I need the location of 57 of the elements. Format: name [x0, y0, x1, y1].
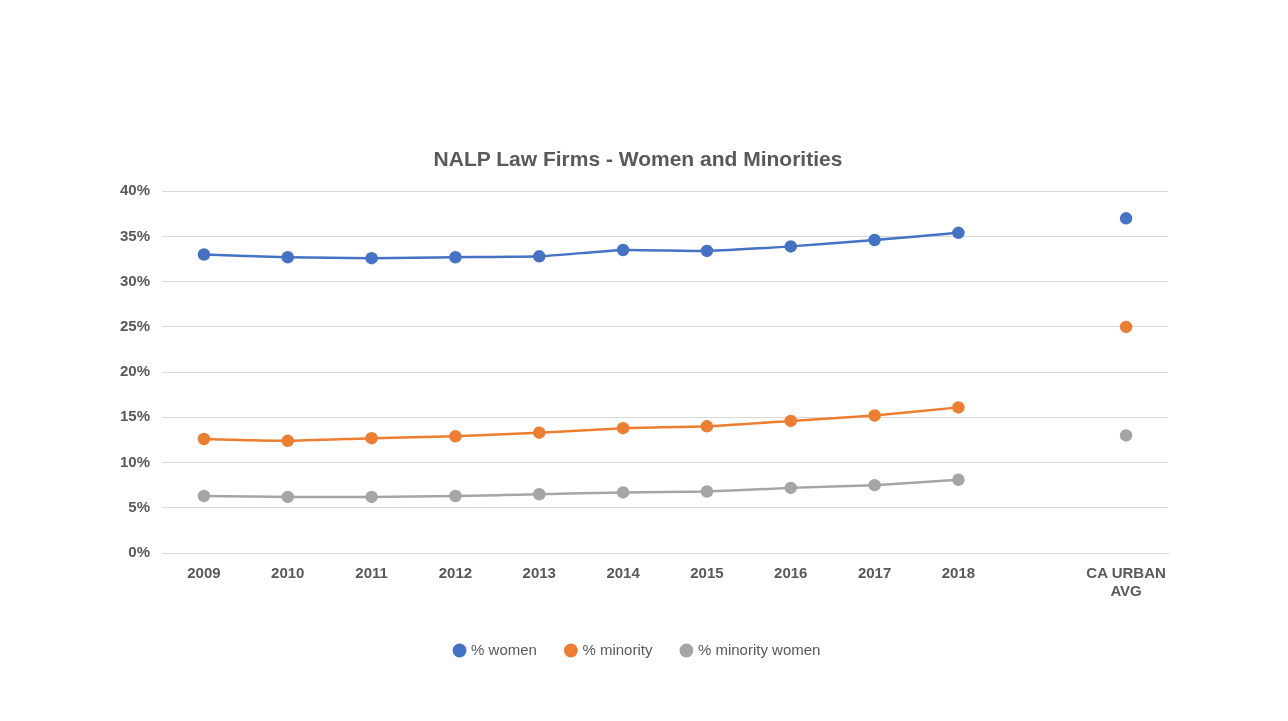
y-tick-label: 20% — [119, 362, 151, 380]
y-tick-label: 15% — [119, 407, 151, 425]
point — [868, 233, 881, 247]
point — [449, 430, 462, 443]
x-tick-label: CA URBAN AVG — [1086, 564, 1166, 600]
x-tick-label: 2013 — [522, 564, 556, 582]
point — [868, 478, 881, 492]
legend-label: % minority — [582, 640, 653, 658]
point — [952, 226, 965, 240]
point — [1119, 320, 1133, 334]
legend-label: % minority women — [697, 640, 821, 658]
y-tick-label: 35% — [119, 226, 151, 244]
point — [700, 420, 714, 433]
x-tick-label: 2017 — [857, 564, 892, 582]
point — [700, 485, 714, 498]
x-tick-label: 2015 — [690, 564, 724, 582]
point — [952, 401, 965, 414]
x-tick-label: 2016 — [774, 564, 808, 582]
point — [281, 490, 295, 504]
point — [700, 244, 714, 258]
y-tick-label: 0% — [128, 543, 151, 561]
point — [365, 251, 378, 265]
point — [365, 490, 378, 504]
point — [449, 250, 462, 264]
point — [449, 489, 462, 503]
chart-title: NALP Law Firms - Women and Minorities — [433, 147, 843, 171]
point — [197, 432, 211, 446]
point — [784, 414, 798, 428]
point — [533, 250, 546, 263]
y-tick-label: 10% — [119, 452, 151, 470]
point — [197, 248, 211, 261]
x-tick-label: 2014 — [606, 564, 641, 582]
y-tick-label: 30% — [119, 271, 151, 289]
point — [1119, 212, 1133, 225]
point — [281, 250, 295, 264]
x-tick-label: 2012 — [438, 564, 473, 582]
point — [197, 489, 211, 503]
x-tick-label: 2018 — [941, 564, 976, 582]
point — [1119, 429, 1133, 442]
point — [616, 486, 630, 499]
x-tick-label: 2011 — [355, 564, 388, 582]
point — [533, 426, 546, 439]
point — [784, 481, 798, 495]
point — [281, 434, 295, 448]
point — [868, 409, 881, 422]
point — [365, 431, 378, 445]
y-tick-label: 25% — [119, 317, 151, 335]
point — [784, 240, 798, 253]
x-tick-label: 2010 — [271, 564, 305, 582]
y-tick-label: 5% — [128, 497, 151, 515]
point — [616, 421, 630, 435]
point — [533, 487, 546, 501]
point — [616, 243, 630, 257]
y-tick-label: 40% — [119, 181, 151, 199]
legend-label: % women — [471, 640, 537, 658]
x-tick-label: 2009 — [187, 564, 221, 582]
point — [952, 473, 965, 486]
